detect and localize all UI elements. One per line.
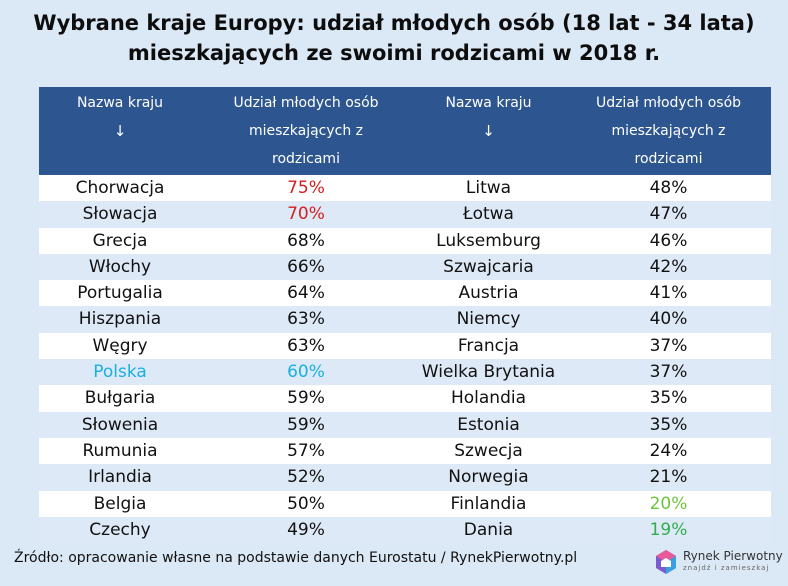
logo-name: Rynek Pierwotny — [683, 549, 783, 563]
country-cell: Szwecja — [454, 440, 523, 461]
title-line-1: Wybrane kraje Europy: udział młodych osó… — [33, 11, 755, 35]
value-cell: 66% — [287, 256, 325, 277]
header-share-line-1: Udział młodych osób — [233, 95, 379, 111]
table-row: Grecja 68% Luksemburg 46% — [39, 227, 771, 254]
table-row: Słowacja 70% Łotwa 47% — [39, 201, 771, 228]
value-cell: 52% — [287, 467, 325, 488]
table-row: Węgry 63% Francja 37% — [39, 332, 771, 360]
table-row: Irlandia 52% Norwegia 21% — [39, 464, 771, 491]
value-cell: 20% — [649, 493, 688, 514]
country-cell: Finlandia — [450, 493, 527, 514]
value-cell: 41% — [649, 283, 688, 304]
header-country-label: Nazwa kraju — [445, 95, 532, 111]
header-share-line-1: Udział młodych osób — [595, 95, 742, 111]
country-cell: Dania — [463, 519, 514, 540]
header-share-line-2: mieszkających z — [611, 123, 726, 139]
table-body: Chorwacja 75% Litwa 48% Słowacja 70% Łotwa 47% G… — [39, 175, 771, 544]
table-header: Nazwa kraju ↓ Udział młodych osób mieszk… — [39, 87, 771, 175]
country-cell: Niemcy — [456, 309, 521, 330]
country-cell: Łotwa — [463, 204, 514, 225]
header-country-left: Nazwa kraju ↓ — [39, 87, 201, 175]
country-cell: Włochy — [88, 256, 152, 277]
value-cell: 48% — [649, 178, 688, 198]
country-cell: Wielka Brytania — [421, 362, 556, 383]
value-cell: 63% — [287, 309, 325, 330]
value-cell: 21% — [649, 467, 688, 488]
value-cell: 47% — [649, 204, 688, 225]
header-share-line-3: rodzicami — [272, 151, 340, 167]
value-cell: 35% — [649, 414, 688, 435]
table-row: Belgia 50% Finlandia 20% — [39, 490, 771, 517]
value-cell: 63% — [287, 335, 325, 356]
value-cell: 59% — [287, 414, 325, 435]
country-cell: Polska — [93, 362, 147, 383]
country-cell: Portugalia — [77, 283, 163, 304]
value-cell: 37% — [649, 335, 688, 356]
header-share-right: Udział młodych osób mieszkających z rodz… — [566, 87, 771, 175]
value-cell: 24% — [649, 440, 688, 461]
table-row: Słowenia 59% Estonia 35% — [39, 411, 771, 438]
value-cell: 49% — [287, 519, 325, 540]
value-cell: 37% — [649, 362, 688, 383]
country-cell: Szwajcaria — [443, 256, 534, 277]
country-cell: Estonia — [457, 414, 520, 435]
header-share-left: Udział młodych osób mieszkających z rodz… — [201, 87, 411, 175]
value-cell: 19% — [649, 519, 688, 540]
header-country-right: Nazwa kraju ↓ — [411, 87, 566, 175]
header-share-line-2: mieszkających z — [248, 123, 364, 139]
country-cell: Holandia — [450, 388, 527, 409]
value-cell: 46% — [649, 230, 688, 251]
table-row: Włochy 66% Szwajcaria 42% — [39, 253, 771, 281]
country-cell: Luksemburg — [436, 230, 541, 251]
table-row: Rumunia 57% Szwecja 24% — [39, 437, 771, 465]
title-line-2: mieszkających ze swoimi rodzicami w 2018… — [127, 41, 661, 65]
country-cell: Słowacja — [82, 204, 158, 225]
data-table: Nazwa kraju ↓ Udział młodych osób mieszk… — [39, 87, 771, 544]
country-cell: Chorwacja — [75, 178, 165, 198]
value-cell: 70% — [287, 204, 325, 225]
value-cell: 75% — [287, 178, 325, 198]
table-row: Bułgaria 59% Holandia 35% — [39, 385, 771, 412]
country-cell: Irlandia — [88, 467, 152, 488]
table-row: Czechy 49% Dania 19% — [39, 516, 771, 544]
country-cell: Czechy — [89, 519, 151, 540]
value-cell: 68% — [287, 230, 325, 251]
value-cell: 57% — [287, 440, 325, 461]
country-cell: Francja — [457, 335, 520, 356]
table-row: Portugalia 64% Austria 41% — [39, 280, 771, 307]
country-cell: Norwegia — [448, 467, 529, 488]
chart-title: Wybrane kraje Europy: udział młodych osó… — [0, 8, 788, 68]
country-cell: Bułgaria — [84, 388, 156, 409]
down-arrow-icon: ↓ — [113, 122, 127, 140]
logo-tagline: znajdź i zamieszkaj — [683, 564, 770, 572]
country-cell: Austria — [458, 283, 519, 304]
table-row: Chorwacja 75% Litwa 48% — [39, 175, 771, 202]
header-country-label: Nazwa kraju — [76, 95, 164, 111]
value-cell: 35% — [649, 388, 688, 409]
value-cell: 50% — [287, 493, 325, 514]
country-cell: Słowenia — [81, 414, 159, 435]
header-share-line-3: rodzicami — [634, 151, 703, 167]
value-cell: 42% — [649, 256, 688, 277]
logo-icon — [656, 550, 676, 574]
source-note: Źródło: opracowanie własne na podstawie … — [14, 550, 578, 566]
logo: Rynek Pierwotny znajdź i zamieszkaj — [655, 543, 783, 581]
country-cell: Rumunia — [82, 440, 158, 461]
table-row: Polska 60% Wielka Brytania 37% — [39, 359, 771, 386]
down-arrow-icon: ↓ — [482, 122, 495, 140]
value-cell: 59% — [287, 388, 325, 409]
country-cell: Hiszpania — [78, 309, 162, 330]
country-cell: Belgia — [93, 493, 147, 514]
value-cell: 64% — [287, 283, 325, 304]
country-cell: Węgry — [92, 335, 148, 356]
value-cell: 60% — [287, 362, 325, 383]
country-cell: Litwa — [465, 178, 512, 198]
value-cell: 40% — [649, 309, 688, 330]
country-cell: Grecja — [92, 230, 148, 251]
table-row: Hiszpania 63% Niemcy 40% — [39, 306, 771, 333]
